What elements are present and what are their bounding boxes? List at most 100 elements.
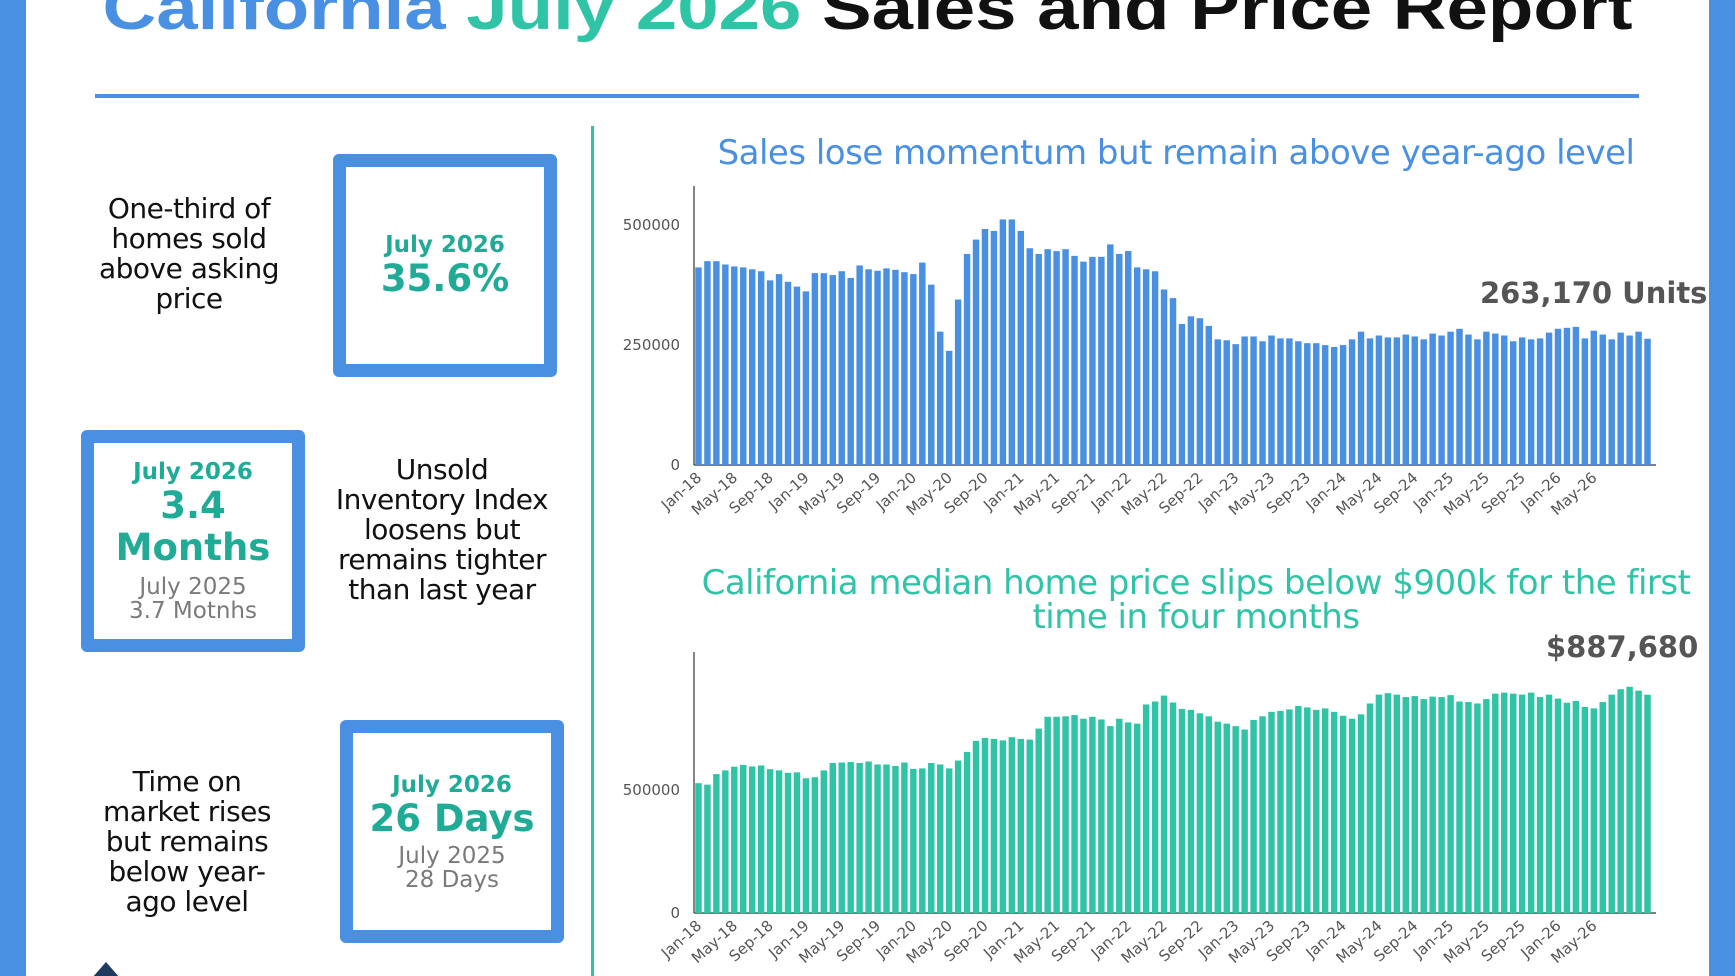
sales-bar xyxy=(972,239,980,465)
sales-bar xyxy=(847,277,854,465)
sales-bar xyxy=(919,262,926,465)
sales-bar xyxy=(910,274,917,465)
sales-bar xyxy=(1241,336,1248,465)
sales-bar xyxy=(1160,289,1168,465)
sales-bar xyxy=(766,280,774,465)
sales-bar xyxy=(936,331,944,465)
sales-bar xyxy=(1545,332,1553,465)
sales-bar xyxy=(757,271,765,465)
sales-bar xyxy=(1393,337,1401,465)
sales-bar xyxy=(901,272,908,465)
sales-bar xyxy=(1304,343,1311,465)
sales-bar xyxy=(1375,335,1383,465)
sales-bar xyxy=(883,268,890,465)
report-page: California July 2026 Sales and Price Rep… xyxy=(26,0,1709,976)
sales-bar xyxy=(1232,344,1239,465)
sales-bar xyxy=(1554,328,1562,465)
sales-bar xyxy=(1438,335,1445,465)
sales-bar xyxy=(1098,256,1105,465)
stat-caption-inventory: Unsold Inventory Index loosens but remai… xyxy=(335,453,549,606)
sales-bar xyxy=(748,269,756,465)
sales-bar xyxy=(793,286,801,465)
sales-bar xyxy=(1357,331,1365,465)
sales-bar xyxy=(1196,318,1204,465)
stat-label: July 2026 xyxy=(133,459,253,485)
sales-bar xyxy=(1518,337,1526,465)
sales-bar xyxy=(892,269,899,465)
report-title: California July 2026 Sales and Price Rep… xyxy=(26,0,1709,40)
sales-bar xyxy=(775,274,783,465)
sales-bar xyxy=(1465,334,1472,465)
sales-bar xyxy=(1348,339,1356,465)
sales-bar xyxy=(1008,219,1016,465)
sales-bar xyxy=(1321,345,1329,465)
sales-bar xyxy=(1411,336,1418,465)
sales-y-tick-label: 0 xyxy=(670,456,680,474)
stat-label: July 2026 xyxy=(392,771,512,798)
sales-bar xyxy=(1384,337,1392,465)
sales-bar xyxy=(1125,251,1132,465)
price-callout: $887,680 xyxy=(1546,630,1699,664)
sales-bar xyxy=(1563,327,1571,465)
sales-bar xyxy=(1035,253,1042,465)
sales-bar xyxy=(695,267,702,465)
sales-bar xyxy=(1599,334,1606,465)
sales-bar xyxy=(954,299,962,465)
sales-bar xyxy=(1295,341,1302,465)
sales-bar xyxy=(1178,323,1186,465)
sales-bar xyxy=(820,273,828,465)
sales-bar xyxy=(1402,334,1410,465)
sales-bar xyxy=(1044,249,1051,465)
sales-bar xyxy=(1089,256,1096,465)
sales-bar xyxy=(1277,338,1284,465)
sales-bar xyxy=(1330,347,1338,465)
sales-bar xyxy=(802,291,810,465)
sales-bar xyxy=(874,270,881,465)
sales-bar xyxy=(963,253,971,465)
sales-bar xyxy=(1635,331,1642,465)
sales-bar xyxy=(1474,339,1481,465)
stat-caption-time-on-market: Time on market rises but remains below y… xyxy=(103,765,271,918)
sales-bar xyxy=(1080,261,1087,465)
sales-bar xyxy=(1071,255,1078,465)
title-part-1: California xyxy=(102,0,446,43)
sales-chart-title: Sales lose momentum but remain above yea… xyxy=(717,133,1635,173)
sales-bar xyxy=(1510,341,1517,465)
sales-bar xyxy=(981,229,989,465)
sales-bar xyxy=(1223,340,1230,465)
sales-bar xyxy=(1169,298,1177,465)
sales-bar xyxy=(1608,339,1615,465)
sales-bar xyxy=(1536,338,1544,465)
sales-bar xyxy=(1590,330,1598,465)
stat-box-inventory: July 2026 3.4 Months July 2025 3.7 Motnh… xyxy=(81,430,305,652)
sales-bar xyxy=(856,265,863,465)
sales-bar xyxy=(1250,336,1257,465)
house-roof-icon xyxy=(92,962,120,976)
sales-bar xyxy=(1572,326,1580,465)
stat-prev-value: 3.7 Motnhs xyxy=(129,598,257,624)
sales-y-tick-label: 250000 xyxy=(623,336,680,354)
sales-bar xyxy=(829,275,836,465)
sales-bar xyxy=(1483,331,1490,465)
stat-value: 26 Days xyxy=(369,796,535,840)
sales-bar xyxy=(713,261,720,465)
sales-bar xyxy=(1187,316,1195,465)
sales-bar xyxy=(1581,338,1589,465)
sales-bar xyxy=(1142,269,1150,465)
title-part-2: July 2026 xyxy=(466,0,802,43)
sales-bar xyxy=(999,219,1007,465)
sales-chart: 0250000500000Jan-18May-18Sep-18Jan-19May… xyxy=(623,186,1656,519)
title-part-3: Sales and Price Report xyxy=(822,0,1633,43)
stat-box-time-on-market: July 2026 26 Days July 2025 28 Days xyxy=(340,720,564,943)
sales-bar xyxy=(1062,249,1069,465)
stat-prev-label: July 2025 xyxy=(139,574,247,600)
sales-bar xyxy=(1626,335,1633,465)
sales-bar xyxy=(1492,333,1499,465)
sales-y-tick-label: 500000 xyxy=(623,216,680,234)
sales-bar xyxy=(1456,328,1463,465)
sales-bar xyxy=(1151,271,1159,465)
sales-bar xyxy=(865,269,872,465)
sales-bar xyxy=(811,273,819,465)
sales-callout: 263,170 Units xyxy=(1480,276,1708,310)
sales-bar xyxy=(1286,338,1293,465)
